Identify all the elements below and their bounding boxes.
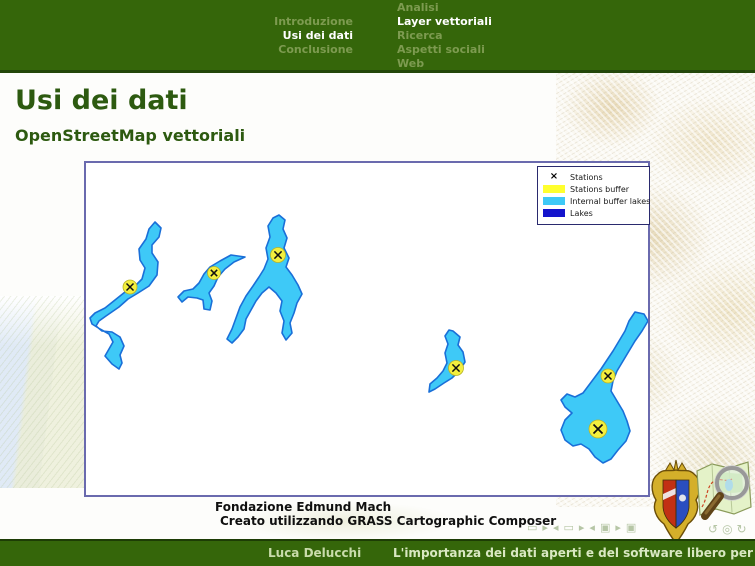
legend-swatch-2 — [543, 197, 565, 205]
lake-shape-2 — [177, 254, 246, 311]
lake-shape-4 — [428, 329, 466, 393]
legend-label: Internal buffer lakes — [570, 196, 651, 206]
map-magnifier-logo — [696, 461, 752, 520]
header-bar: Introduzione Usi dei dati Conclusione An… — [0, 0, 755, 73]
nav-item-conclusione[interactable]: Conclusione — [278, 43, 353, 56]
footer-author: Luca Delucchi — [268, 546, 362, 560]
station-markers — [122, 247, 616, 439]
footer-bar: Luca Delucchi L'importanza dei dati aper… — [0, 539, 755, 566]
nav-frame-icon[interactable]: ▭ — [563, 521, 574, 534]
background-map-right — [556, 73, 755, 507]
nav-item-introduzione[interactable]: Introduzione — [274, 15, 353, 28]
nav-back-icon[interactable]: ◂ — [552, 521, 559, 534]
station-marker-5 — [600, 368, 616, 384]
figure-credit-organization: Fondazione Edmund Mach — [215, 500, 392, 514]
figure-credit-software: Creato utilizzando GRASS Cartographic Co… — [220, 514, 557, 528]
nav-forward-icon[interactable]: ▸ — [615, 521, 621, 534]
station-marker-3 — [270, 247, 286, 263]
lakes-map-figure: × Stations Stations buffer Internal buff… — [84, 161, 650, 497]
nav-section-icon[interactable]: ▣ — [599, 521, 611, 534]
station-marker-6 — [588, 419, 608, 439]
page-subtitle: OpenStreetMap vettoriali — [15, 126, 246, 145]
station-marker-4 — [448, 360, 464, 376]
nav-item-web[interactable]: Web — [397, 57, 425, 70]
nav-go-back-icon[interactable]: ↺ — [708, 522, 719, 536]
footer-presentation-title: L'importanza dei dati aperti e del softw… — [393, 546, 755, 560]
nav-item-usi-dei-dati[interactable]: Usi dei dati — [282, 29, 353, 42]
lake-shape-1 — [89, 221, 162, 370]
legend-row-lakes: Lakes — [543, 207, 644, 219]
nav-item-layer-vettoriali[interactable]: Layer vettoriali — [397, 15, 492, 28]
section-nav-left: Introduzione Usi dei dati Conclusione — [274, 15, 353, 57]
background-map-left — [0, 296, 90, 488]
nav-forward-icon[interactable]: ▸ — [578, 521, 585, 534]
beamer-history-symbols: ↺ ◎ ↻ — [708, 523, 747, 535]
legend-label: Stations — [570, 172, 603, 182]
x-cross-icon: × — [549, 171, 559, 182]
lakes-map-image — [89, 214, 648, 464]
legend-swatch-3 — [543, 209, 565, 217]
station-marker-1 — [122, 279, 138, 295]
page-title: Usi dei dati — [15, 85, 188, 116]
map-legend: × Stations Stations buffer Internal buff… — [537, 166, 650, 225]
nav-go-forward-icon[interactable]: ↻ — [736, 522, 747, 536]
background-map-bottom — [210, 496, 510, 542]
lake-shape-3 — [226, 214, 303, 344]
nav-forward-icon[interactable]: ▸ — [542, 521, 548, 534]
legend-label: Lakes — [570, 208, 593, 218]
nav-back-icon[interactable]: ◂ — [589, 521, 595, 534]
nav-frame-icon[interactable]: ▭ — [527, 521, 538, 534]
legend-row-stations: × Stations — [543, 171, 644, 183]
beamer-nav-symbols: ▭ ▸ ◂ ▭ ▸ ◂ ▣ ▸ ▣ — [527, 522, 636, 534]
legend-swatch-1 — [543, 185, 565, 193]
nav-appendix-icon[interactable]: ▣ — [625, 521, 637, 534]
coat-of-arms-logo — [651, 459, 701, 545]
nav-search-icon[interactable]: ◎ — [722, 522, 733, 536]
nav-item-ricerca[interactable]: Ricerca — [397, 29, 443, 42]
legend-row-stations-buffer: Stations buffer — [543, 183, 644, 195]
subsection-nav-right: Analisi Layer vettoriali Ricerca Aspetti… — [397, 1, 492, 71]
nav-item-analisi[interactable]: Analisi — [397, 1, 439, 14]
legend-label: Stations buffer — [570, 184, 630, 194]
station-marker-2 — [207, 266, 221, 280]
nav-item-aspetti-sociali[interactable]: Aspetti sociali — [397, 43, 485, 56]
lake-shape-5 — [560, 311, 648, 464]
legend-row-internal-buffer-lakes: Internal buffer lakes — [543, 195, 650, 207]
